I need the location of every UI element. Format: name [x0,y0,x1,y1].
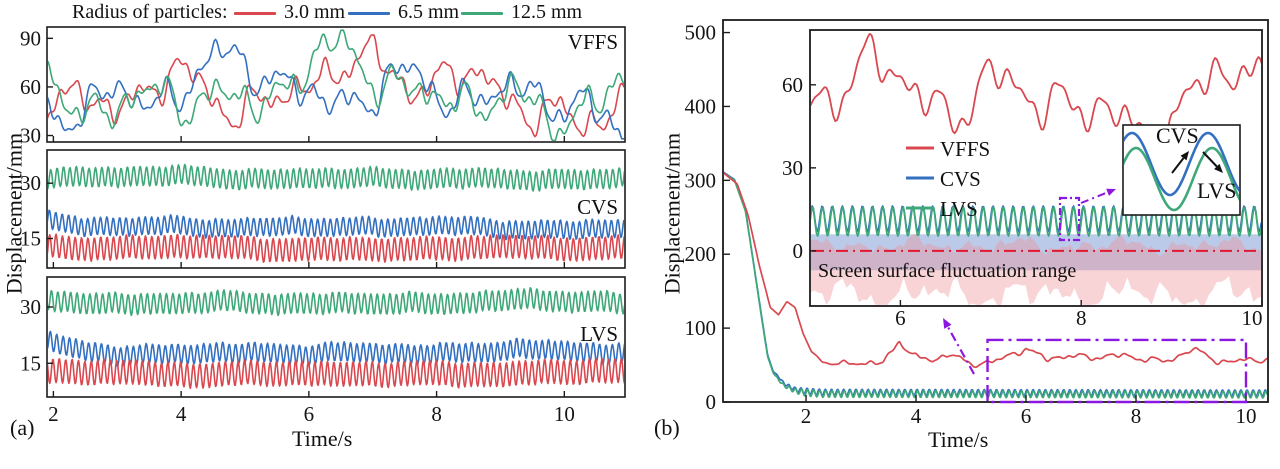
series-VFFS-3.0 mm [48,34,624,138]
series-CVS-12.5 mm [48,163,624,192]
zoom-box [986,338,1248,404]
zoom-arrow-main-head [943,318,952,329]
series-VFFS-6.5 mm [48,38,624,140]
inner-series-cvs [1124,131,1239,197]
zoom-arrow-inset [1080,191,1108,204]
inner-inset-frame [1122,124,1241,216]
y-tick-label: 0 [706,390,717,414]
x-tick-label: 4 [911,404,922,428]
inset-annotation: Screen surface fluctuation range [818,260,1077,282]
x-tick-label: 6 [1021,404,1032,428]
inset-x-tick-label: 8 [1076,306,1087,330]
inner-inset-label-lvs: LVS [1197,178,1237,203]
panel-a-ylabel: Displacement/mm [1,132,27,295]
y-tick-label: 200 [685,242,717,266]
inner-arrow-lvs [1202,151,1218,168]
inner-arrow-lvs-head [1214,163,1223,173]
y-tick-label: 300 [685,168,717,192]
y-tick-label: 400 [685,94,717,118]
panel-a-xlabel: Time/s [292,426,353,451]
legend-label-6.5mm: 6.5 mm [398,1,460,23]
inner-series-lvs [1124,146,1239,212]
inset-y-tick-label: 60 [782,73,803,97]
y-tick-label: 90 [20,26,41,50]
y-tick-label: 30 [20,295,41,319]
x-tick-label: 2 [801,404,812,428]
inner-inset-label-cvs: CVS [1156,123,1199,148]
panel-a-subplot-VFFS [46,26,626,143]
series-CVS-3.0 mm [48,233,624,263]
panel-b-plot [722,19,1269,403]
x-tick-label: 8 [1131,404,1142,428]
legend-label-12.5mm: 12.5 mm [511,1,583,23]
inset-x-tick-label: 6 [895,306,906,330]
legend-line-6.5mm [348,12,390,15]
zoom-arrow-main [946,326,975,375]
x-tick-label: 2 [48,402,59,426]
y-tick-label: 60 [20,75,41,99]
x-tick-label: 4 [176,402,187,426]
inset-zoom-bracket [1058,196,1081,242]
inset-x-tick-label: 10 [1242,306,1263,330]
inset-y-tick-label: 0 [793,239,804,263]
inner-arrow-cvs [1171,157,1185,174]
frame [46,26,626,143]
x-tick-label: 8 [431,402,442,426]
panel-a-subplot-LVS [46,276,626,398]
panel-b-tag: (b) [654,415,680,440]
inset-series-VFFS [811,33,1261,158]
x-tick-label: 6 [304,402,315,426]
panel-a-subplot-CVS [46,149,626,269]
series-LVS-12.5 mm [48,287,624,317]
frame [46,276,626,398]
inset-blue-band [811,234,1261,271]
y-tick-label: 100 [685,316,717,340]
subplot-label-vffs: VFFS [567,30,618,54]
inner-arrow-cvs-head [1180,151,1189,161]
y-tick-label: 500 [685,21,717,45]
frame [46,149,626,269]
subplot-label-cvs: CVS [577,195,618,219]
panel-b-xlabel: Time/s [928,427,989,452]
panel-b-frame [722,19,1269,403]
inset-legend-cvs: CVS [940,167,981,191]
subplot-label-lvs: LVS [580,322,618,346]
y-tick-label: 30 [20,171,41,195]
x-tick-label: 10 [1236,404,1257,428]
panel-a-tag: (a) [10,415,35,440]
zoom-arrow-inset-head [1106,188,1116,196]
inset-series-LVS [811,206,1261,237]
panel-b-ylabel: Displacement/mm [659,132,685,295]
legend-label-3.0mm: 3.0 mm [284,1,346,23]
series-CVS-6.5 mm [48,209,624,241]
series-b-VFFS [724,172,1267,369]
y-tick-label: 15 [20,227,41,251]
legend-line-3.0mm [234,12,276,15]
series-LVS-3.0 mm [48,357,624,390]
inset-legend-vffs: VFFS [940,137,991,161]
inset-y-tick-label: 30 [782,156,803,180]
y-tick-label: 15 [20,351,41,375]
y-tick-label: 30 [20,124,41,148]
inset-legend-lvs: LVS [940,197,978,221]
series-VFFS-12.5 mm [48,29,624,141]
x-tick-label: 10 [554,402,575,426]
legend-title: Radius of particles: [72,1,228,23]
legend-line-12.5mm [461,12,503,15]
series-b-LVS [724,172,1267,399]
